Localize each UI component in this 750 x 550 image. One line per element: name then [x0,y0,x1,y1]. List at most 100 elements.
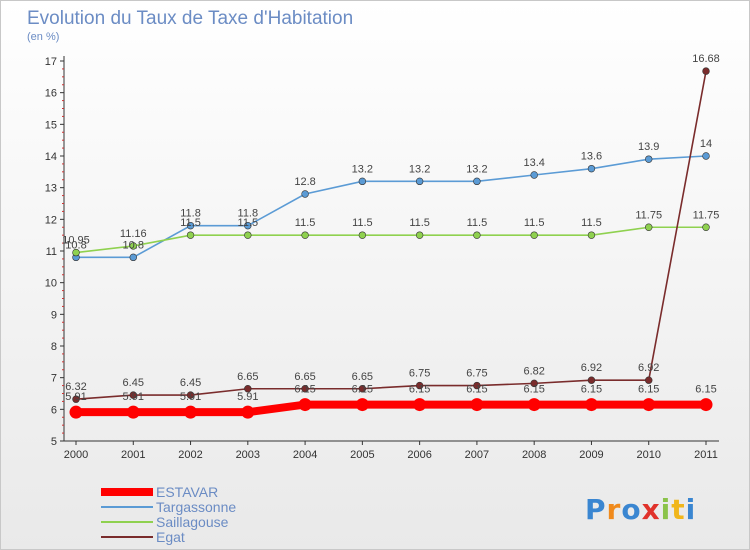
data-point [301,190,309,198]
data-label: 6.82 [523,365,544,377]
y-tick-label: 11 [46,246,57,258]
data-label: 6.65 [237,371,258,383]
series-line-targassonne [76,155,707,259]
data-label: 6.45 [180,377,201,389]
logo-letter: P [585,493,607,526]
legend-label: Saillagouse [156,514,229,530]
y-tick-label: 8 [51,341,57,353]
data-label: 6.32 [65,381,86,393]
data-point [584,398,598,412]
logo-letter: o [621,493,642,526]
series-line-saillagouse [75,226,706,254]
data-label: 6.15 [294,384,315,396]
data-point [587,164,596,173]
data-point [415,177,424,186]
data-label: 11.5 [467,217,488,229]
data-point [587,231,596,239]
data-label: 6.15 [695,384,716,396]
y-tick-label: 14 [45,151,57,163]
x-tick-label: 2011 [694,449,718,461]
data-point [645,376,653,384]
data-point [244,221,252,230]
data-point [72,395,80,403]
data-point [645,223,653,231]
data-label: 11.5 [180,217,201,229]
x-tick-label: 2008 [522,449,546,461]
data-point [530,379,538,388]
data-label: 13.2 [409,163,430,175]
data-label: 11.75 [635,209,662,221]
proxiti-logo: Proxiti [585,493,696,526]
data-point [358,231,367,239]
x-tick-label: 2001 [121,449,145,461]
data-point [126,405,140,419]
data-point [129,391,137,399]
x-tick-label: 2010 [636,449,660,461]
data-label: 5.91 [65,391,86,403]
chart-subtitle: (en %) [27,31,60,43]
legend-label: Targassonne [156,499,236,515]
data-point [702,67,710,75]
x-tick-label: 2002 [178,449,202,461]
data-point [530,231,538,239]
data-point [645,155,653,163]
data-label: 13.2 [352,163,373,175]
y-tick-label: 7 [51,373,57,385]
data-label: 11.5 [581,217,602,229]
x-tick-label: 2006 [407,449,431,461]
data-point [415,381,424,390]
data-label: 6.75 [466,368,487,380]
data-point [186,221,195,230]
data-label: 14 [700,138,712,150]
data-point [355,398,369,412]
data-label: 6.92 [581,362,602,374]
data-label: 6.65 [294,371,315,383]
data-point [72,248,80,257]
data-point [298,398,312,412]
data-point [473,177,481,186]
data-point [415,231,424,239]
series-line-estavar [76,400,706,417]
x-tick-label: 2009 [579,449,603,461]
y-tick-label: 17 [45,56,57,68]
data-label: 13.4 [523,157,544,169]
data-point [186,231,195,239]
y-tick-label: 15 [45,119,57,131]
data-point [244,231,252,239]
logo-letter: t [671,493,686,526]
data-point [702,223,710,231]
data-label: 11.5 [524,217,545,229]
data-label: 13.6 [581,151,602,163]
logo-letter: r [606,493,622,526]
data-point [473,381,481,390]
x-tick-label: 2005 [350,449,374,461]
legend-label: Egat [156,529,185,545]
data-label: 12.8 [294,176,315,188]
x-tick-label: 2003 [236,449,260,461]
data-point [530,171,538,179]
series-line-egat [75,70,707,400]
data-label: 11.5 [238,217,259,229]
data-label: 6.92 [638,362,659,374]
data-point [470,398,484,412]
logo-letter: i [660,493,672,526]
data-label: 6.15 [352,384,373,396]
data-label: 6.15 [638,384,659,396]
y-tick-label: 6 [51,404,57,416]
data-label: 6.15 [523,384,544,396]
y-tick-label: 13 [45,183,57,195]
data-point [527,398,541,412]
x-tick-label: 2000 [64,449,88,461]
data-point [642,398,656,412]
x-tick-label: 2007 [465,449,489,461]
data-point [184,405,198,419]
data-point [186,391,195,399]
data-label: 6.15 [409,384,430,396]
logo-letter: x [641,493,661,526]
data-label: 5.91 [123,391,144,403]
data-point [413,398,427,412]
y-tick-label: 12 [45,214,57,226]
data-point [301,385,309,393]
data-label: 6.75 [409,368,430,380]
data-label: 6.65 [352,371,373,383]
